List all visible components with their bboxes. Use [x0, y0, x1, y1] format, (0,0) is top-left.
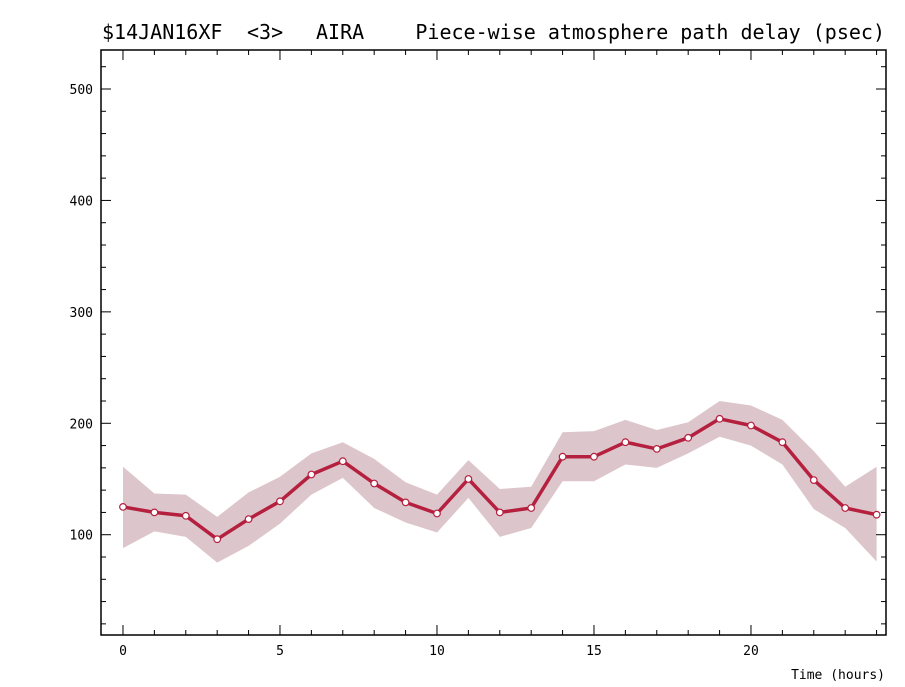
data-point	[338, 457, 347, 466]
data-point	[590, 452, 598, 461]
y-tick-label: 300	[70, 306, 93, 321]
y-tick-label: 400	[70, 194, 93, 209]
data-point	[464, 475, 473, 483]
data-point	[213, 535, 222, 544]
x-tick-labels: 0 5 10 15 20	[119, 644, 759, 659]
chart-title: Piece-wise atmosphere path delay (psec)	[415, 20, 885, 44]
data-point	[307, 470, 316, 479]
data-point	[778, 438, 787, 447]
data-point	[119, 503, 127, 511]
data-point	[527, 504, 536, 512]
data-point	[401, 498, 410, 507]
data-point	[370, 479, 379, 488]
uncertainty-band	[123, 401, 877, 563]
data-point	[558, 452, 567, 461]
data-point	[276, 497, 284, 506]
data-point	[433, 509, 441, 518]
y-tick-label: 200	[70, 417, 93, 432]
axis-ticks	[101, 50, 886, 635]
x-axis-label: Time (hours)	[791, 668, 885, 683]
x-tick-label: 20	[743, 644, 759, 659]
data-point	[872, 510, 881, 519]
data-point	[150, 508, 159, 517]
x-tick-label: 10	[429, 644, 445, 659]
data-point-layer	[119, 414, 881, 544]
data-point	[495, 508, 504, 517]
data-point	[652, 445, 661, 453]
data-point	[621, 438, 630, 447]
data-point	[841, 504, 850, 512]
data-point	[181, 511, 190, 520]
experiment-name: $14JAN16XF	[102, 20, 222, 44]
y-tick-label: 100	[70, 529, 93, 544]
baseline-index: <3>	[247, 20, 283, 44]
data-point	[809, 476, 818, 485]
uncertainty-band-layer	[123, 401, 877, 563]
plot-frame	[100, 49, 887, 636]
station-name: AIRA	[316, 20, 364, 44]
data-point	[715, 414, 724, 423]
data-point	[684, 433, 693, 442]
data-point	[747, 421, 755, 430]
x-tick-label: 0	[119, 644, 127, 659]
x-tick-label: 15	[586, 644, 602, 659]
y-tick-labels: 100 200 300 400 500	[70, 83, 93, 544]
x-tick-label: 5	[276, 644, 284, 659]
data-point	[244, 515, 253, 523]
y-tick-label: 500	[70, 83, 93, 98]
